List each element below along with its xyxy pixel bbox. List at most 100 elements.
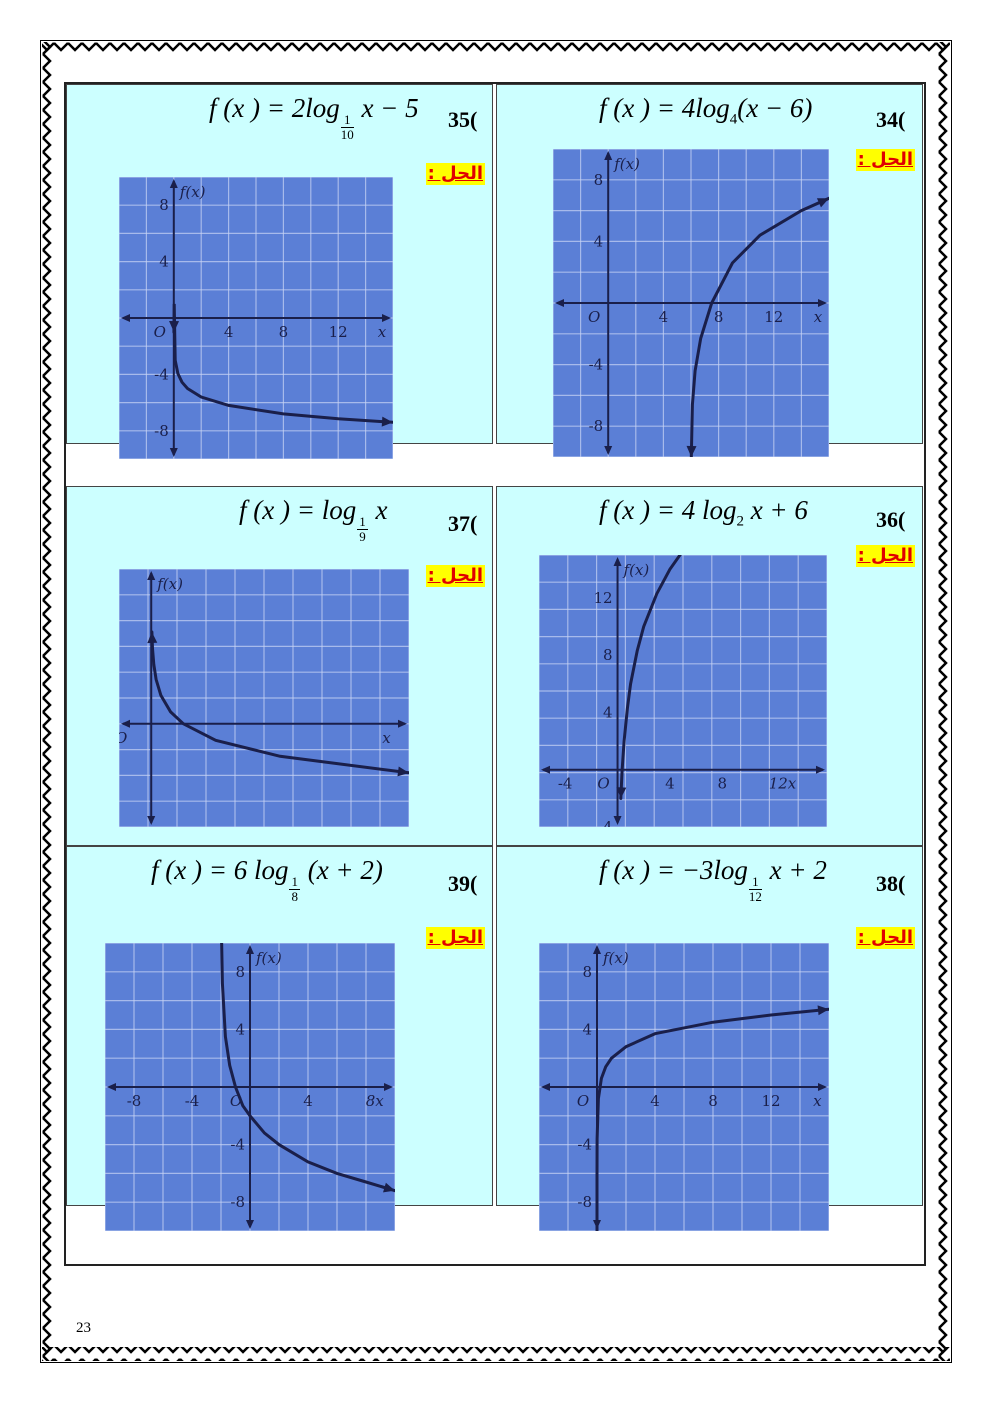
y-tick-label: 4 [603, 703, 613, 721]
problem-cell-34: f (x ) = 4log4(x − 6) 34( الحل : O 4 8 12 x 8… [496, 84, 923, 457]
y-axis-arrow [147, 571, 156, 580]
y-tick-label: -8 [577, 1193, 592, 1211]
problem-number-39: 39( [448, 871, 478, 896]
x-axis-arrow-left [121, 314, 130, 322]
x-tick-label: O [577, 1092, 589, 1110]
y-tick-label: -4 [598, 818, 613, 827]
y-axis-label: f(x) [179, 183, 206, 201]
x-tick-label: 8 [708, 1092, 718, 1110]
y-axis-arrow-down [246, 1220, 254, 1229]
graph-35: O 4 8 12 x 8 4 -4 -8 f(x) [119, 177, 393, 459]
x-tick-label: 4 [303, 1092, 313, 1110]
curve-arrowhead [169, 321, 180, 333]
x-tick-label: O [154, 323, 166, 341]
x-tick-label: O [588, 308, 600, 326]
y-tick-label: 8 [603, 646, 613, 664]
y-axis-arrow [246, 945, 254, 954]
y-tick-label: -8 [589, 417, 604, 435]
problem-cell-39: f (x ) = 6 log 1 8 (x + 2) 39( الحل : -8 -4… [66, 846, 493, 1231]
y-tick-label: -4 [577, 1136, 592, 1154]
x-axis-arrow [818, 1083, 827, 1091]
graph-39: -8 -4 O 4 8x 8 4 -4 -8 f(x) [105, 943, 395, 1231]
x-axis-arrow [816, 765, 825, 774]
curve-39 [220, 943, 395, 1193]
problem-number-34: 34( [876, 107, 906, 132]
y-axis-arrow [593, 945, 601, 954]
formula-39: f (x ) = 6 log 1 8 (x + 2) [151, 855, 383, 904]
curve-34 [689, 196, 829, 457]
y-tick-label: 4 [594, 232, 604, 250]
solution-label-36: الحل : [855, 545, 915, 567]
problem-number-35: 35( [448, 107, 478, 132]
x-tick-label: x [814, 308, 823, 326]
formula-37: f (x ) = log 1 9 x [239, 495, 388, 544]
x-axis-arrow [398, 719, 407, 728]
x-tick-label: 8 [279, 323, 289, 341]
x-tick-label: 12 [329, 323, 348, 341]
chart-38-svg: O 4 8 12 x 8 4 -4 -8 f(x) [539, 943, 829, 1231]
curve-38 [595, 1007, 829, 1231]
problem-cell-38: f (x ) = −3log 1 12 x + 2 38( الحل : O 4 8 12… [496, 846, 923, 1231]
y-tick-label: 4 [235, 1020, 245, 1038]
x-axis-arrow-left [121, 719, 130, 728]
curve-arrowhead [397, 766, 409, 777]
chart-36-svg: -4 O 4 8 12x 12 8 4 -4 f(x) [539, 555, 827, 827]
x-axis-arrow [382, 314, 391, 322]
y-tick-label: 8 [235, 963, 245, 981]
curve-arrowhead [383, 1182, 395, 1193]
formula-36: f (x ) = 4 log2 x + 6 [599, 495, 808, 530]
y-tick-label: -8 [154, 422, 169, 440]
formula-38: f (x ) = −3log 1 12 x + 2 [599, 855, 827, 904]
y-tick-label: -4 [154, 365, 169, 383]
y-tick-label: 8 [582, 963, 592, 981]
x-tick-label: O [597, 775, 609, 793]
formula-35: f (x ) = 2log 1 10 x − 5 [209, 93, 419, 142]
x-tick-label: 12 [761, 1092, 780, 1110]
y-axis-label: f(x) [613, 155, 640, 173]
y-axis-arrow-down [604, 446, 613, 455]
x-axis-arrow-left [541, 765, 550, 774]
y-tick-label: 4 [582, 1020, 592, 1038]
solution-label-35: الحل : [425, 163, 485, 185]
y-axis-arrow-down [613, 816, 622, 825]
x-tick-label: x [382, 729, 391, 747]
graph-38: O 4 8 12 x 8 4 -4 -8 f(x) [539, 943, 829, 1231]
page-number: 23 [76, 1320, 91, 1336]
y-axis-arrow [169, 179, 178, 188]
chart-35-svg: O 4 8 12 x 8 4 -4 -8 f(x) [119, 177, 393, 459]
graph-34: O 4 8 12 x 8 4 -4 -8 f(x) [553, 149, 829, 457]
y-tick-label: 12 [593, 589, 612, 607]
x-axis-arrow-left [107, 1083, 116, 1091]
graph-37: Ox f(x) [119, 569, 409, 827]
y-tick-label: 8 [159, 196, 169, 214]
problem-cell-36: f (x ) = 4 log2 x + 6 36( الحل : -4 O 4 8 12… [496, 486, 923, 846]
x-tick-label: -4 [185, 1092, 200, 1110]
x-tick-label: x [378, 323, 387, 341]
x-axis-arrow-left [541, 1083, 550, 1091]
x-tick-label: 8 [717, 775, 727, 793]
y-axis-arrow [604, 151, 613, 160]
x-tick-label: O [119, 729, 127, 747]
y-axis-label: f(x) [602, 949, 629, 967]
x-tick-label: 4 [650, 1092, 660, 1110]
y-axis-arrow-down [169, 448, 178, 457]
problem-number-38: 38( [876, 871, 906, 896]
y-tick-label: -4 [589, 356, 604, 374]
solution-label-37: الحل : [425, 565, 485, 587]
curve-arrowhead [686, 445, 697, 457]
curve-36 [619, 555, 682, 800]
curve-arrowhead [147, 631, 158, 644]
x-tick-label: 4 [224, 323, 234, 341]
curve-37 [150, 630, 409, 775]
y-axis-arrow-down [147, 816, 156, 825]
x-tick-label: -8 [127, 1092, 142, 1110]
y-tick-label: -4 [230, 1136, 245, 1154]
x-tick-label: 4 [665, 775, 675, 793]
page-border [40, 40, 952, 1363]
problem-number-36: 36( [876, 507, 906, 532]
x-axis-arrow [384, 1083, 393, 1091]
curve-35 [172, 303, 393, 424]
solution-label-38: الحل : [855, 927, 915, 949]
y-axis-label: f(x) [623, 561, 650, 579]
graph-36: -4 O 4 8 12x 12 8 4 -4 f(x) [539, 555, 827, 827]
